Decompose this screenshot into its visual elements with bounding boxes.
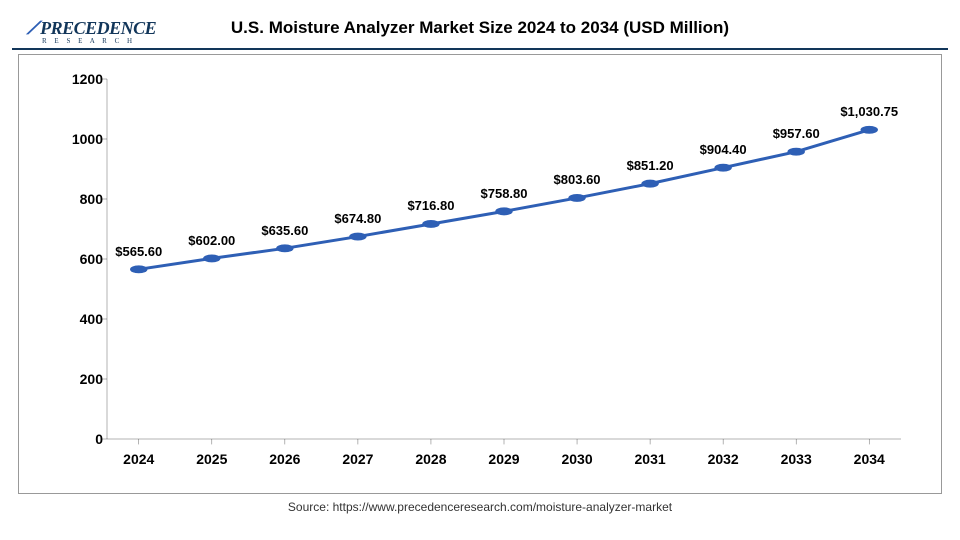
y-tick-label: 400	[80, 311, 103, 327]
data-point-label: $674.80	[334, 211, 381, 226]
data-marker	[203, 254, 220, 262]
x-tick-label: 2027	[342, 451, 373, 467]
data-point-label: $851.20	[627, 158, 674, 173]
x-tick-label: 2025	[196, 451, 227, 467]
x-tick-label: 2029	[488, 451, 519, 467]
x-tick-label: 2033	[781, 451, 812, 467]
data-point-label: $957.60	[773, 126, 820, 141]
logo-swoosh: ⟋	[27, 18, 42, 39]
y-tick-label: 800	[80, 191, 103, 207]
x-tick-label: 2034	[854, 451, 885, 467]
chart-frame: 020040060080010001200 $565.60$602.00$635…	[18, 54, 942, 494]
x-tick-label: 2030	[561, 451, 592, 467]
data-point-label: $602.00	[188, 233, 235, 248]
x-tick-label: 2028	[415, 451, 446, 467]
plot-area: $565.60 $602.00 $635.60 $674.80 $716.80 $758.…	[107, 79, 901, 439]
data-point-label: $635.60	[261, 223, 308, 238]
y-axis: 020040060080010001200	[63, 79, 103, 439]
data-marker	[495, 207, 512, 215]
logo-text: PRECEDENCE	[40, 18, 156, 38]
y-tick-label: 1200	[72, 71, 103, 87]
data-marker	[349, 233, 366, 241]
data-marker	[130, 265, 147, 273]
data-marker	[276, 244, 293, 252]
data-point-label: $904.40	[700, 142, 747, 157]
data-point-label: $758.80	[481, 186, 528, 201]
data-point-label: $1,030.75	[840, 104, 898, 119]
x-tick-label: 2032	[708, 451, 739, 467]
data-marker	[641, 180, 658, 188]
x-tick-label: 2026	[269, 451, 300, 467]
y-tick-label: 200	[80, 371, 103, 387]
x-axis: 2024 2025 2026 2027 2028 2029 2030 2031 2032 2033…	[107, 451, 901, 471]
data-marker	[787, 148, 804, 156]
data-marker	[422, 220, 439, 228]
data-marker	[714, 164, 731, 172]
logo-subtext: R E S E A R C H	[42, 37, 156, 45]
source-citation: Source: https://www.precedenceresearch.c…	[12, 500, 948, 514]
x-tick-label: 2024	[123, 451, 154, 467]
y-tick-label: 1000	[72, 131, 103, 147]
data-point-label: $803.60	[554, 172, 601, 187]
brand-logo: ⟋PRECEDENCE R E S E A R C H	[28, 18, 156, 45]
data-point-label: $565.60	[115, 244, 162, 259]
data-marker	[568, 194, 585, 202]
chart-container: ⟋PRECEDENCE R E S E A R C H U.S. Moistur…	[0, 0, 960, 540]
x-tick-label: 2031	[635, 451, 666, 467]
data-marker	[861, 126, 878, 134]
data-point-label: $716.80	[407, 198, 454, 213]
y-tick-label: 600	[80, 251, 103, 267]
